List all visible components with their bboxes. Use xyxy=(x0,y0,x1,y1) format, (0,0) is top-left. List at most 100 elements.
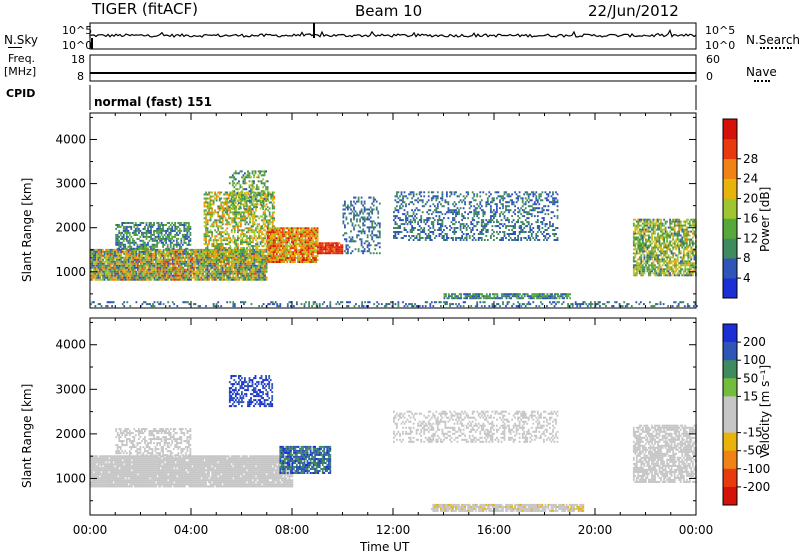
power-cell xyxy=(468,207,471,210)
power-cell xyxy=(357,248,360,251)
power-cell xyxy=(450,227,453,229)
power-cell xyxy=(188,270,191,273)
power-cell xyxy=(491,229,494,231)
power-cell xyxy=(402,219,404,222)
power-cell xyxy=(348,206,351,209)
power-cell xyxy=(214,268,216,271)
power-cell xyxy=(306,255,308,258)
power-cell xyxy=(90,272,92,275)
power-cell xyxy=(135,270,138,273)
power-cell xyxy=(183,272,186,275)
power-cell xyxy=(350,202,352,205)
power-cell xyxy=(94,254,97,257)
power-cell xyxy=(155,264,157,267)
power-cell xyxy=(172,224,175,226)
power-cell xyxy=(94,248,97,251)
power-cell xyxy=(120,268,123,271)
power-cell xyxy=(218,258,221,261)
power-cell xyxy=(244,219,247,222)
power-cell xyxy=(295,239,298,242)
power-cell xyxy=(200,274,203,277)
power-cell xyxy=(173,272,176,275)
power-cell xyxy=(421,211,424,214)
power-cell xyxy=(229,266,232,269)
power-cell xyxy=(432,217,435,220)
power-cell xyxy=(244,192,246,195)
power-cell xyxy=(243,203,245,206)
power-cell xyxy=(261,258,263,261)
power-cell xyxy=(149,248,151,251)
power-cell xyxy=(220,262,223,265)
power-cell xyxy=(217,207,220,210)
power-cell xyxy=(411,191,413,194)
power-cell xyxy=(266,227,269,230)
power-cell xyxy=(93,254,95,257)
power-cell xyxy=(182,272,185,275)
power-cell xyxy=(250,227,253,230)
power-cell xyxy=(253,274,256,277)
power-cell xyxy=(118,268,121,271)
power-cell xyxy=(304,237,307,240)
power-cell xyxy=(226,270,229,273)
power-cell xyxy=(221,253,224,256)
power-cell xyxy=(278,247,281,250)
power-cell xyxy=(280,231,283,234)
power-cell xyxy=(421,229,424,231)
power-cell xyxy=(162,262,165,265)
power-cell xyxy=(156,260,159,263)
power-cell xyxy=(158,250,160,253)
power-cell xyxy=(171,256,174,259)
power-cell xyxy=(147,227,149,230)
power-cell xyxy=(485,205,488,208)
power-cell xyxy=(265,219,268,222)
power-cell xyxy=(452,213,454,216)
power-cell xyxy=(217,272,220,275)
power-cell xyxy=(244,208,246,211)
power-cell xyxy=(249,268,251,271)
power-cell xyxy=(143,274,145,277)
power-cell xyxy=(180,252,183,255)
power-cell xyxy=(183,268,186,271)
power-cell xyxy=(394,231,397,233)
power-cell xyxy=(455,239,457,241)
power-cell xyxy=(429,235,432,237)
power-cell xyxy=(233,227,236,230)
power-cell xyxy=(217,243,220,246)
power-cell xyxy=(205,215,207,218)
power-cell xyxy=(237,262,239,265)
power-cell xyxy=(396,195,398,198)
power-cell xyxy=(405,203,407,206)
power-cell xyxy=(291,241,293,244)
power-cell xyxy=(235,278,238,281)
power-cell xyxy=(233,229,236,232)
power-cell xyxy=(143,266,145,269)
power-cell xyxy=(396,231,398,233)
power-cell xyxy=(315,235,317,238)
power-cell xyxy=(255,266,257,269)
power-cell xyxy=(256,237,259,240)
power-cell xyxy=(237,211,239,214)
power-cell xyxy=(103,278,106,281)
power-cell xyxy=(517,239,519,241)
power-cell xyxy=(335,242,338,245)
power-cell xyxy=(405,205,407,208)
power-cell xyxy=(215,251,218,254)
power-cell xyxy=(423,191,426,194)
power-cell xyxy=(153,258,156,261)
power-cell xyxy=(185,276,188,279)
power-cell xyxy=(297,261,299,263)
power-cell xyxy=(114,276,116,279)
power-cell xyxy=(303,251,305,254)
power-cell xyxy=(142,222,145,224)
power-cell xyxy=(93,276,95,279)
power-cell xyxy=(199,276,201,279)
power-cell xyxy=(163,233,166,236)
power-cell xyxy=(256,260,259,263)
power-cell xyxy=(123,260,126,263)
power-cell xyxy=(473,195,476,198)
power-cell xyxy=(203,239,206,242)
power-cell xyxy=(363,230,366,233)
power-cell xyxy=(266,233,269,236)
power-cell xyxy=(215,278,218,281)
power-cell xyxy=(160,233,163,236)
